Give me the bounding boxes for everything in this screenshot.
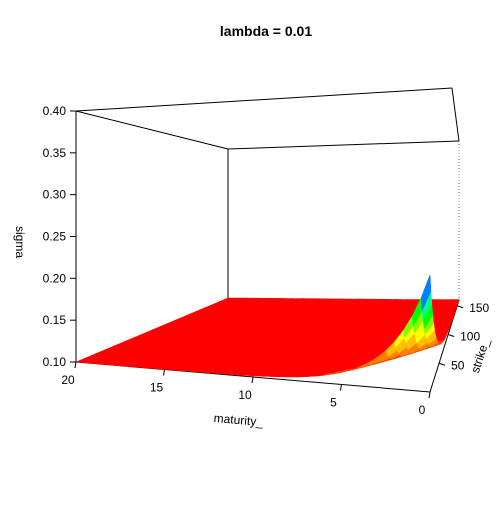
strike-tick-label: 100 — [460, 330, 480, 344]
box-edge-top-front — [75, 110, 229, 150]
maturity-tick — [340, 384, 342, 391]
maturity-tick-label: 15 — [150, 381, 164, 395]
z-tick-label: 0.10 — [43, 355, 67, 369]
z-tick-label: 0.20 — [43, 271, 67, 285]
strike-tick-label: 50 — [451, 358, 465, 372]
maturity-tick-label: 5 — [330, 396, 337, 410]
z-tick-label: 0.35 — [43, 146, 67, 160]
maturity-tick — [428, 391, 431, 399]
box-edge-top-back — [75, 87, 453, 112]
strike-tick — [457, 305, 464, 309]
surface-facet — [420, 274, 432, 312]
maturity-tick-label: 20 — [61, 373, 75, 387]
z-tick-label: 0.40 — [43, 104, 67, 118]
strike-tick — [447, 334, 455, 337]
maturity-axis: 20 15 10 5 0 — [61, 361, 431, 417]
maturity-tick — [163, 369, 165, 376]
surface-facet — [445, 315, 455, 320]
maturity-tick — [74, 361, 77, 369]
surface-facet — [448, 307, 457, 312]
z-tick-label: 0.30 — [43, 188, 67, 202]
surface-facet — [451, 299, 460, 303]
maturity-tick — [251, 376, 254, 384]
maturity-tick-label: 10 — [238, 388, 252, 402]
box-edge-right-top — [451, 87, 460, 142]
strike-tick-label: 150 — [469, 301, 489, 315]
z-axis-label: sigma — [13, 226, 27, 258]
z-axis: 0.10 0.15 0.20 0.25 0.30 0.35 0.40 — [43, 104, 77, 369]
chart-title: lambda = 0.01 — [220, 23, 312, 39]
maturity-tick-label: 0 — [419, 403, 426, 417]
z-tick-label: 0.25 — [43, 230, 67, 244]
box-edge-top-right — [227, 140, 460, 150]
surface-facet — [450, 302, 459, 306]
maturity-axis-label: maturity_ — [213, 411, 264, 429]
surface-layer — [75, 274, 460, 378]
surface-facet — [449, 304, 458, 309]
strike-tick — [438, 362, 446, 366]
strike-axis: 50 100 150 — [438, 301, 490, 372]
surface-facet — [447, 310, 456, 314]
surface-facet — [446, 313, 455, 317]
surface-facet — [444, 318, 454, 322]
z-tick-label: 0.15 — [43, 313, 67, 327]
